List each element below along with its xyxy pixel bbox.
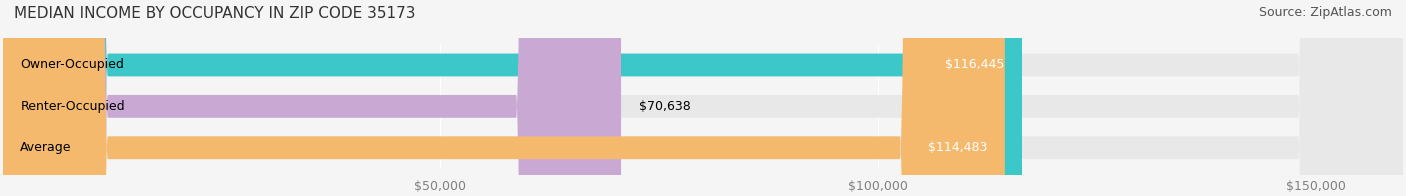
FancyBboxPatch shape bbox=[3, 0, 621, 196]
FancyBboxPatch shape bbox=[3, 0, 1403, 196]
Text: $114,483: $114,483 bbox=[928, 141, 987, 154]
FancyBboxPatch shape bbox=[3, 0, 1022, 196]
Text: Source: ZipAtlas.com: Source: ZipAtlas.com bbox=[1258, 6, 1392, 19]
FancyBboxPatch shape bbox=[3, 0, 1005, 196]
Text: Owner-Occupied: Owner-Occupied bbox=[20, 58, 124, 72]
Text: $70,638: $70,638 bbox=[638, 100, 690, 113]
FancyBboxPatch shape bbox=[3, 0, 1403, 196]
Text: MEDIAN INCOME BY OCCUPANCY IN ZIP CODE 35173: MEDIAN INCOME BY OCCUPANCY IN ZIP CODE 3… bbox=[14, 6, 416, 21]
Text: $116,445: $116,445 bbox=[945, 58, 1004, 72]
FancyBboxPatch shape bbox=[3, 0, 1403, 196]
Text: Renter-Occupied: Renter-Occupied bbox=[20, 100, 125, 113]
Text: Average: Average bbox=[20, 141, 72, 154]
